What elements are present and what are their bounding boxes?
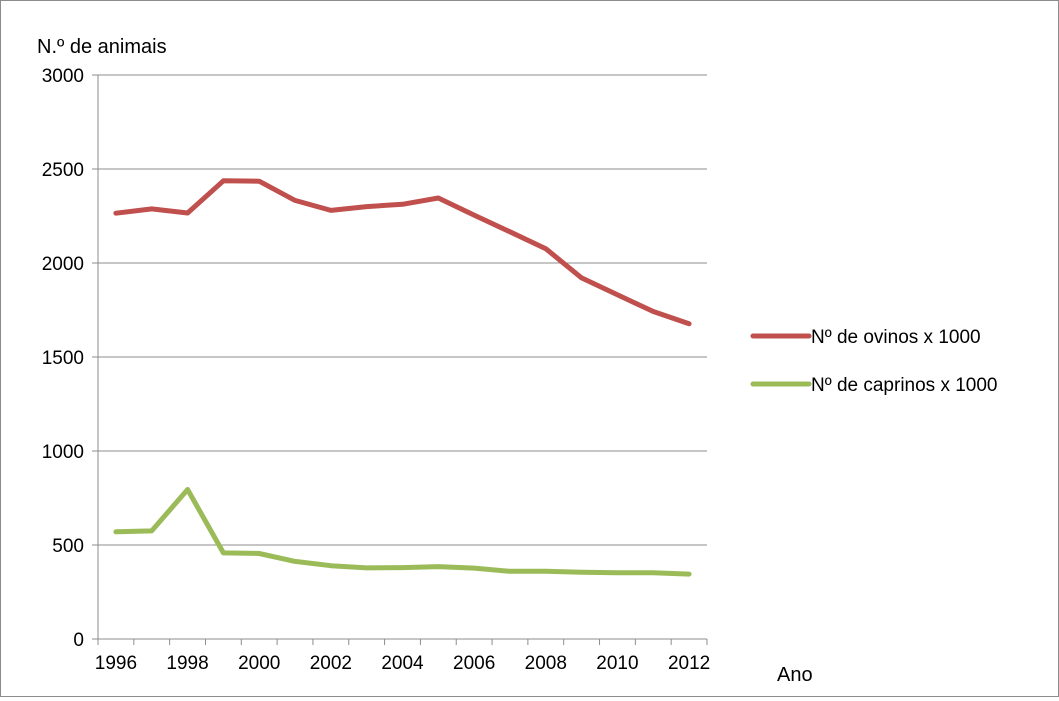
axes — [92, 74, 708, 645]
x-tick-label-2008: 2008 — [525, 653, 567, 674]
legend-label-ovinos: Nº de ovinos x 1000 — [811, 327, 981, 348]
gridlines — [98, 74, 707, 546]
legend-label-caprinos: Nº de caprinos x 1000 — [811, 375, 998, 396]
x-tick-labels: 1996 1998 2000 2002 2004 2006 2008 2010 2012 — [95, 653, 710, 674]
y-axis-label: N.º de animais — [37, 36, 167, 58]
y-tick-label-2000: 2000 — [42, 254, 84, 275]
x-tick-label-1998: 1998 — [166, 653, 208, 674]
y-tick-label-2500: 2500 — [42, 160, 84, 181]
series-line-caprinos — [113, 487, 692, 577]
x-tick-label-2012: 2012 — [668, 653, 710, 674]
x-tick-label-1996: 1996 — [95, 653, 137, 674]
x-axis-label: Ano — [777, 664, 813, 686]
x-tick-label-2000: 2000 — [238, 653, 280, 674]
x-tick-label-2010: 2010 — [596, 653, 638, 674]
x-tick-label-2004: 2004 — [381, 653, 424, 674]
x-tick-label-2002: 2002 — [310, 653, 352, 674]
y-tick-label-1500: 1500 — [42, 348, 84, 369]
y-tick-label-1000: 1000 — [42, 442, 84, 463]
y-tick-label-0: 0 — [73, 630, 84, 651]
x-tick-label-2006: 2006 — [453, 653, 495, 674]
series-line-ovinos — [113, 178, 692, 327]
legend: Nº de ovinos x 1000 Nº de caprinos x 1000 — [750, 327, 998, 396]
y-tick-label-3000: 3000 — [42, 66, 84, 87]
y-tick-label-500: 500 — [52, 536, 84, 557]
y-tick-labels: 0 500 1000 1500 2000 2500 3000 — [42, 66, 84, 651]
series-lines — [113, 178, 692, 577]
